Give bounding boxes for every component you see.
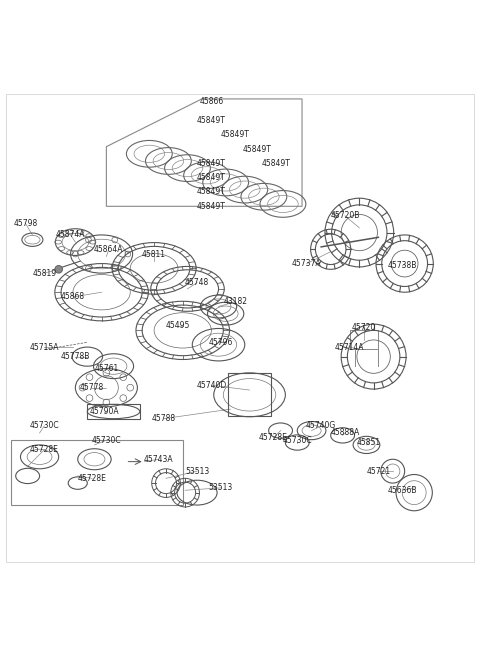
Text: 45866: 45866 — [199, 97, 224, 106]
Text: 45721: 45721 — [366, 466, 390, 476]
Text: 45720B: 45720B — [330, 211, 360, 220]
Text: 45495: 45495 — [166, 321, 190, 330]
Text: 45720: 45720 — [352, 323, 376, 333]
Bar — [350, 331, 378, 350]
Text: 45849T: 45849T — [197, 202, 226, 211]
Text: 45778B: 45778B — [60, 352, 90, 361]
Text: 45728E: 45728E — [30, 445, 59, 454]
Text: 45849T: 45849T — [197, 173, 226, 182]
Text: 45888A: 45888A — [330, 428, 360, 438]
Text: 45849T: 45849T — [221, 131, 250, 139]
Text: 45790A: 45790A — [89, 407, 119, 416]
Text: 53513: 53513 — [185, 466, 209, 476]
Text: 45874A: 45874A — [56, 230, 85, 239]
Text: 45798: 45798 — [13, 218, 37, 228]
Text: 45864A: 45864A — [94, 245, 123, 254]
Text: 45636B: 45636B — [387, 485, 417, 495]
Text: 45730C: 45730C — [30, 421, 59, 430]
Text: 45788: 45788 — [152, 414, 176, 423]
Text: 45849T: 45849T — [197, 116, 226, 125]
Text: 45811: 45811 — [142, 249, 166, 258]
Text: 45868: 45868 — [61, 293, 85, 302]
Text: 45728E: 45728E — [259, 433, 288, 442]
Text: 45849T: 45849T — [197, 188, 226, 197]
Text: 45819: 45819 — [32, 268, 57, 277]
Text: 45778: 45778 — [80, 383, 104, 392]
Text: 45849T: 45849T — [197, 159, 226, 168]
Text: 45714A: 45714A — [335, 342, 364, 352]
Text: 45730C: 45730C — [282, 436, 312, 445]
Circle shape — [55, 266, 62, 273]
Text: 45743A: 45743A — [144, 455, 174, 464]
Text: 53513: 53513 — [209, 483, 233, 493]
Text: 45740D: 45740D — [196, 380, 227, 390]
Text: 45851: 45851 — [357, 438, 381, 447]
Text: 45849T: 45849T — [261, 159, 290, 168]
Text: 45715A: 45715A — [30, 342, 59, 352]
Text: 43182: 43182 — [223, 297, 247, 306]
Text: 45748: 45748 — [185, 278, 209, 287]
Text: 45737A: 45737A — [292, 259, 322, 268]
Text: 45796: 45796 — [209, 338, 233, 347]
Text: 45761: 45761 — [94, 364, 119, 373]
Text: 45738B: 45738B — [387, 262, 417, 270]
Text: 45730C: 45730C — [92, 436, 121, 445]
Text: 45740G: 45740G — [306, 421, 336, 430]
Bar — [228, 373, 271, 417]
Text: 45728E: 45728E — [78, 474, 107, 483]
Text: 45849T: 45849T — [242, 144, 271, 154]
